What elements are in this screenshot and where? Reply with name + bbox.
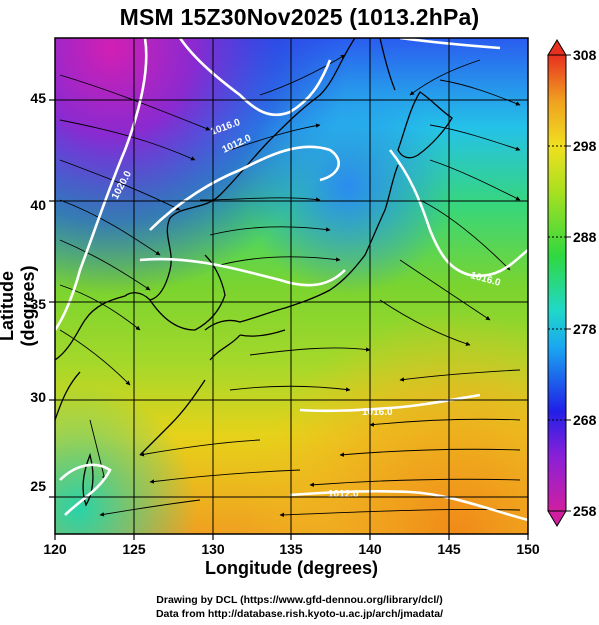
x-tick-label: 130	[201, 541, 225, 557]
colorbar-tick-label: 258	[573, 503, 597, 519]
colorbar-min-arrow	[547, 510, 567, 527]
credit-data-source: Data from http://database.rish.kyoto-u.a…	[155, 608, 444, 620]
colorbar-tick-label: 308	[573, 47, 597, 63]
x-tick-labels: 120 125 130 135 140 145 150	[43, 541, 540, 557]
map-title: MSM 15Z30Nov2025 (1013.2hPa)	[119, 4, 480, 30]
x-axis-label: Longitude (degrees)	[204, 558, 378, 578]
lat-lon-grid	[55, 38, 528, 534]
y-tick-label: 40	[30, 197, 46, 213]
y-tick-label: 35	[30, 296, 46, 312]
y-tick-labels: 25 30 35 40 45	[30, 90, 46, 494]
colorbar: 308 298 288 278 268 258	[547, 39, 597, 527]
x-tick-label: 135	[279, 541, 303, 557]
colorbar-tick-label: 298	[573, 138, 597, 154]
colorbar-max-arrow	[547, 39, 567, 56]
colorbar-tick-label: 278	[573, 321, 597, 337]
x-tick-label: 125	[122, 541, 146, 557]
axis-ticks	[49, 99, 529, 540]
y-tick-label: 30	[30, 389, 46, 405]
x-tick-label: 145	[437, 541, 461, 557]
x-tick-label: 150	[516, 541, 540, 557]
x-tick-label: 120	[43, 541, 67, 557]
contour-label: 1012.0	[328, 489, 359, 500]
contour-label: 1016.0	[362, 407, 393, 418]
colorbar-tick-label: 268	[573, 412, 597, 428]
colorbar-tick-label: 288	[573, 229, 597, 245]
y-tick-label: 45	[30, 90, 46, 106]
y-tick-label: 25	[30, 478, 46, 494]
x-tick-label: 140	[358, 541, 382, 557]
credit-dcl: Drawing by DCL (https://www.gfd-dennou.o…	[156, 594, 443, 606]
colorbar-scale	[547, 54, 567, 512]
